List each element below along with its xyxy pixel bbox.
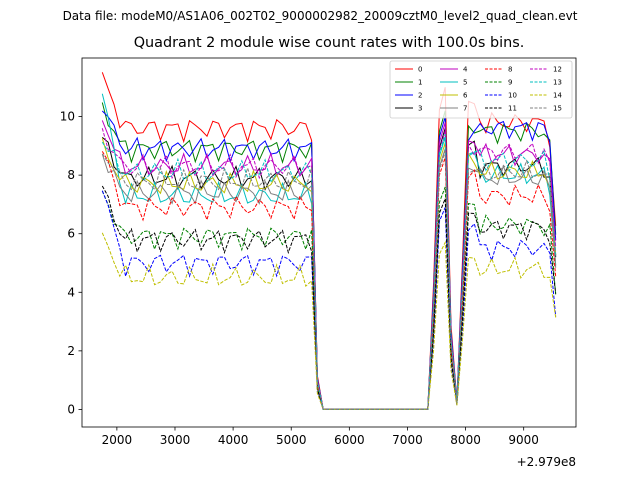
x-tick-label: 9000 [508,433,539,447]
x-offset-label: +2.979e8 [517,455,576,469]
y-tick-label: 2 [67,344,75,358]
x-tick-label: 5000 [276,433,307,447]
series-line-5 [101,93,557,410]
y-tick-label: 8 [67,168,75,182]
series-lines [101,72,557,410]
y-tick-label: 0 [67,402,75,416]
series-line-2 [101,110,557,410]
plot-frame [81,57,577,428]
series-line-13 [101,133,557,410]
series-line-0 [101,72,557,410]
legend-label-12: 12 [553,66,562,74]
legend-label-3: 3 [418,105,422,113]
x-tick-label: 6000 [334,433,365,447]
y-tick-label: 4 [67,285,75,299]
legend-label-9: 9 [508,79,512,87]
x-tick-label: 4000 [218,433,249,447]
x-tick-label: 3000 [160,433,191,447]
legend-label-2: 2 [418,92,422,100]
y-tick-label: 10 [60,110,75,124]
y-axis-ticks: 0 2 4 6 8 10 [60,110,82,416]
series-line-11 [101,185,557,410]
legend-label-8: 8 [508,66,512,74]
legend-label-10: 10 [508,92,517,100]
legend-label-11: 11 [508,105,517,113]
legend-label-4: 4 [463,66,468,74]
legend-label-5: 5 [463,79,467,87]
x-tick-label: 8000 [450,433,481,447]
x-tick-label: 7000 [392,433,423,447]
series-line-15 [101,151,557,410]
legend-label-6: 6 [463,92,468,100]
legend-label-15: 15 [553,105,562,113]
x-tick-label: 2000 [102,433,133,447]
series-line-8 [101,151,557,410]
legend-label-14: 14 [553,92,562,100]
legend-label-7: 7 [463,105,467,113]
series-line-7 [101,148,557,410]
suptitle: Data file: modeM0/AS1A06_002T02_90000029… [62,9,578,23]
y-tick-label: 6 [67,227,75,241]
series-line-10 [101,190,557,410]
chart-title: Quadrant 2 module wise count rates with … [133,35,525,51]
legend-label-13: 13 [553,79,562,87]
series-line-9 [101,186,557,410]
legend-frame [389,60,573,119]
legend-label-0: 0 [418,66,422,74]
legend-label-1: 1 [418,79,422,87]
x-axis-ticks: 2000 3000 4000 5000 6000 7000 8000 9000 [102,427,539,447]
series-line-14 [101,232,557,410]
